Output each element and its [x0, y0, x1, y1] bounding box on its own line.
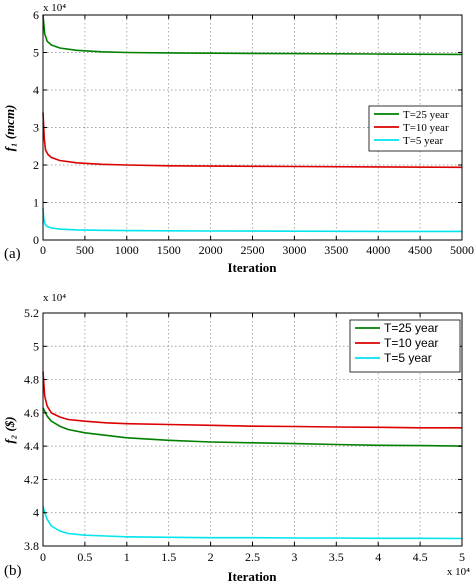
- y-tick-label: 2: [33, 158, 39, 172]
- x-exponent-label: x 10⁴: [447, 566, 470, 578]
- x-tick-label: 500: [76, 243, 94, 257]
- panel-tag: (a): [4, 246, 21, 262]
- series-line: [42, 208, 462, 233]
- y-tick-label: 4: [33, 506, 39, 520]
- y-axis-label: f₁ (mcm): [2, 105, 17, 152]
- x-tick-label: 3: [291, 550, 297, 564]
- legend-label: T=10 year: [403, 122, 449, 134]
- x-tick-label: 3.5: [329, 550, 344, 564]
- x-tick-label: 3000: [282, 243, 306, 257]
- y-tick-label: 4.8: [24, 373, 39, 387]
- y-exponent-label: x 10⁴: [43, 2, 66, 14]
- series-line: [42, 14, 463, 56]
- y-tick-label: 4.6: [24, 406, 39, 420]
- y-tick-label: 0: [33, 233, 39, 247]
- legend-label: T=5 year: [403, 135, 443, 147]
- x-tick-label: 0: [40, 550, 46, 564]
- x-axis-label: Iteration: [227, 260, 277, 275]
- x-tick-label: 2: [208, 550, 214, 564]
- panel-tag: (b): [4, 563, 22, 579]
- legend-label: T=25 year: [403, 109, 449, 121]
- x-tick-label: 0.5: [77, 550, 92, 564]
- y-tick-label: 3.8: [24, 539, 39, 553]
- x-tick-label: 2000: [199, 243, 223, 257]
- x-axis-label: Iteration: [227, 569, 277, 583]
- chart-panel: 0 500 1000 1500 2000 2500 3000 3500 4000 4500 5000…: [2, 2, 474, 275]
- y-tick-label: 4.2: [24, 472, 39, 486]
- y-exponent-label: x 10⁴: [43, 292, 66, 304]
- y-tick-label: 4.4: [24, 439, 39, 453]
- y-axis-label: f₂ ($): [2, 416, 17, 443]
- series-line: [42, 407, 463, 447]
- x-tick-label: 0: [40, 243, 46, 257]
- x-tick-label: 5: [459, 550, 465, 564]
- x-tick-label: 2500: [241, 243, 265, 257]
- y-tick-label: 6: [33, 8, 39, 22]
- x-tick-label: 4: [375, 550, 381, 564]
- series-line: [42, 505, 463, 540]
- x-tick-label: 4.5: [413, 550, 428, 564]
- legend-label: T=10 year: [384, 336, 438, 350]
- y-tick-label: 5: [33, 46, 39, 60]
- x-tick-label: 1500: [157, 243, 181, 257]
- chart-panel: 0 0.5 1 1.5 2 2.5 3 3.5 4 4.5 5 3.8 4 4.2 4.4 4.6 4.8 5 5.…: [2, 292, 470, 583]
- x-tick-label: 4500: [408, 243, 432, 257]
- y-tick-label: 5.2: [24, 306, 39, 320]
- y-tick-label: 1: [33, 196, 39, 210]
- x-tick-label: 4000: [366, 243, 390, 257]
- x-tick-label: 1: [124, 550, 130, 564]
- y-tick-label: 4: [33, 83, 39, 97]
- legend-label: T=25 year: [384, 321, 438, 335]
- legend-label: T=5 year: [384, 351, 432, 365]
- x-tick-label: 5000: [450, 243, 474, 257]
- x-tick-label: 1000: [115, 243, 139, 257]
- series-line: [42, 371, 462, 429]
- x-tick-label: 3500: [324, 243, 348, 257]
- x-tick-label: 1.5: [161, 550, 176, 564]
- y-tick-label: 5: [33, 339, 39, 353]
- x-tick-label: 2.5: [245, 550, 260, 564]
- y-tick-label: 3: [33, 121, 39, 135]
- series-line: [42, 112, 463, 169]
